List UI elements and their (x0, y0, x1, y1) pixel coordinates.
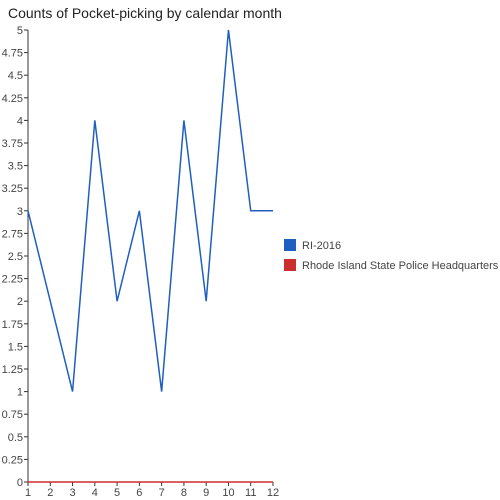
y-tick-label: 1.25 (2, 364, 23, 376)
y-tick-label: 2.5 (8, 251, 23, 263)
y-tick-label: 4.25 (2, 93, 23, 105)
y-tick-label: 5 (17, 25, 23, 37)
x-tick-label: 7 (159, 487, 165, 499)
y-tick-label: 1 (17, 387, 23, 399)
legend: RI-2016 Rhode Island State Police Headqua… (284, 239, 499, 272)
x-tick-label: 2 (47, 487, 53, 499)
x-axis-ticks: 1 2 3 4 5 6 7 8 9 10 11 12 (25, 482, 279, 499)
y-tick-label: 2.75 (2, 228, 23, 240)
y-tick-label: 0.75 (2, 409, 23, 421)
series-line-0 (27, 29, 273, 392)
legend-swatch-0 (284, 239, 296, 251)
y-tick-label: 4 (17, 115, 23, 127)
x-tick-label: 4 (92, 487, 98, 499)
x-tick-label: 5 (114, 487, 120, 499)
x-tick-label: 12 (267, 487, 279, 499)
legend-label-0: RI-2016 (302, 240, 341, 252)
y-tick-label: 3.5 (8, 161, 23, 173)
x-tick-label: 6 (136, 487, 142, 499)
y-tick-label: 1.5 (8, 341, 23, 353)
y-tick-label: 0.5 (8, 432, 23, 444)
y-axis-ticks: 0 0.25 0.5 0.75 1 1.25 1.5 1.75 2 2.25 2.5 2.75 3 3.2… (2, 25, 28, 489)
y-tick-label: 0 (17, 477, 23, 489)
y-tick-label: 0.25 (2, 454, 23, 466)
x-tick-label: 8 (181, 487, 187, 499)
x-tick-label: 10 (222, 487, 234, 499)
series-lines (27, 29, 273, 483)
chart-title: Counts of Pocket-picking by calendar mon… (8, 5, 282, 21)
legend-label-1: Rhode Island State Police Headquarters (302, 260, 499, 272)
y-tick-label: 2 (17, 296, 23, 308)
y-tick-label: 4.75 (2, 48, 23, 60)
y-tick-label: 2.25 (2, 274, 23, 286)
y-tick-label: 3.75 (2, 138, 23, 150)
y-tick-label: 4.5 (8, 70, 23, 82)
y-tick-label: 3 (17, 206, 23, 218)
x-tick-label: 9 (203, 487, 209, 499)
y-tick-label: 3.25 (2, 183, 23, 195)
legend-swatch-1 (284, 259, 296, 271)
x-tick-label: 1 (25, 487, 31, 499)
x-tick-label: 3 (69, 487, 75, 499)
y-tick-label: 1.75 (2, 319, 23, 331)
x-tick-label: 11 (245, 487, 256, 499)
